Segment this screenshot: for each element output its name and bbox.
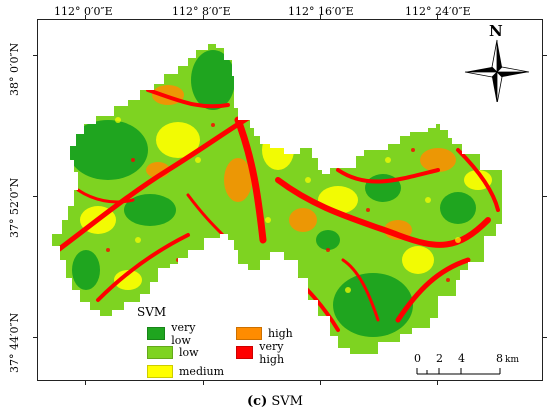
scale-bar: 0 2 4 8 km: [410, 352, 520, 380]
longitude-label-3: 112° 16′0″E: [288, 5, 354, 18]
north-label: N: [489, 22, 503, 40]
legend-swatch-high: [236, 327, 262, 340]
latitude-label-2: 37° 52′0″N: [8, 177, 21, 238]
right-tick-3: [543, 337, 547, 338]
top-tick-1: [85, 15, 86, 19]
legend-label-low: low: [179, 346, 199, 359]
caption-text: SVM: [271, 394, 303, 409]
legend-title: SVM: [137, 305, 167, 319]
susceptibility-map: [52, 44, 502, 354]
scale-tick-label-2: 2: [436, 352, 443, 365]
legend-swatch-very-high: [236, 346, 254, 359]
figure-caption: (c) SVM: [0, 394, 550, 409]
top-tick-4: [437, 15, 438, 19]
legend-label-high: high: [268, 327, 293, 340]
right-tick-1: [543, 55, 547, 56]
legend-swatch-very-low: [147, 327, 166, 340]
scale-tick-label-0: 0: [414, 352, 421, 365]
legend-label-medium: medium: [179, 365, 225, 378]
left-tick-3: [33, 337, 37, 338]
legend-label-very-low: very low: [171, 320, 196, 347]
legend-item-very-high: very high: [236, 340, 293, 366]
bottom-tick-1: [85, 381, 86, 385]
longitude-label-2: 112° 8′0″E: [172, 5, 231, 18]
latitude-label-3: 37° 44′0″N: [8, 312, 21, 373]
legend-item-very-low: very low: [147, 321, 203, 347]
scale-tick-label-8: 8: [496, 352, 503, 365]
legend-swatch-low: [147, 346, 173, 359]
scale-unit: km: [505, 355, 519, 365]
scale-bar-graphic: [416, 368, 501, 375]
legend-item-high: high: [236, 327, 293, 340]
map-frame: [37, 19, 543, 381]
top-tick-2: [203, 15, 204, 19]
latitude-label-1: 38° 0′0″N: [8, 42, 21, 96]
left-tick-1: [33, 55, 37, 56]
legend-item-medium: medium: [147, 365, 224, 378]
right-tick-2: [543, 196, 547, 197]
scale-tick-label-4: 4: [458, 352, 465, 365]
compass-rose-icon: [464, 39, 530, 102]
longitude-label-4: 112° 24′0″E: [405, 5, 471, 18]
top-tick-3: [320, 15, 321, 19]
legend-swatch-medium: [147, 365, 173, 378]
longitude-label-1: 112° 0′0″E: [54, 5, 113, 18]
north-arrow: N: [462, 22, 532, 102]
legend-item-low: low: [147, 346, 199, 359]
bottom-tick-2: [203, 381, 204, 385]
left-tick-2: [33, 196, 37, 197]
caption-tag: (c): [247, 394, 268, 409]
bottom-tick-3: [320, 381, 321, 385]
legend-label-very-high: very high: [259, 339, 285, 366]
bottom-tick-4: [437, 381, 438, 385]
